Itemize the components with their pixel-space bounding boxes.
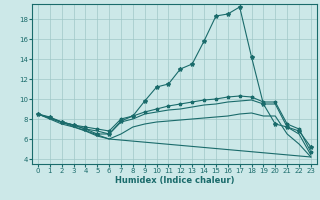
X-axis label: Humidex (Indice chaleur): Humidex (Indice chaleur)	[115, 176, 234, 185]
